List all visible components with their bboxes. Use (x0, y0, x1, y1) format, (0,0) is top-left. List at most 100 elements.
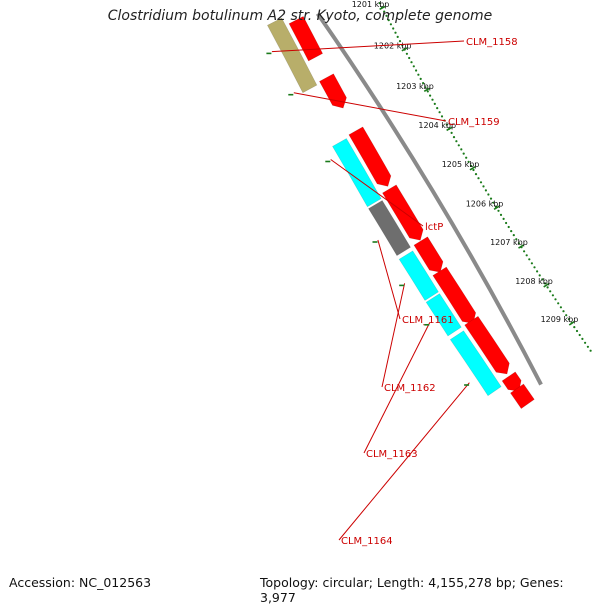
kbp-tick (469, 166, 476, 171)
topology-text: Topology: circular; Length: 4,155,278 bp… (260, 575, 564, 605)
gene-label-leader (363, 322, 431, 454)
ruler-dot (440, 115, 444, 118)
ruler-dot (567, 318, 571, 321)
ruler-dot (465, 156, 468, 159)
ruler-dot (492, 201, 495, 204)
ruler-dot (573, 326, 576, 329)
ruler-dot (433, 102, 436, 105)
ruler-dot (489, 197, 493, 200)
ruler-dot (457, 144, 460, 147)
ruler-dot (505, 221, 508, 225)
reverse-cds-cyan[interactable] (398, 250, 439, 301)
gene-label-clm-1159[interactable]: CLM_1159 (448, 117, 500, 128)
ruler-dot (470, 164, 473, 167)
ruler-dot (477, 177, 480, 180)
ruler-dot (460, 148, 463, 151)
ruler-dot (392, 27, 395, 30)
ruler-dot (424, 86, 427, 89)
forward-cds[interactable] (432, 266, 477, 324)
ruler-dot (431, 98, 434, 101)
kbp-tick (518, 244, 524, 249)
reverse-cds-cyan[interactable] (332, 138, 382, 208)
genome-backbone (315, 12, 543, 386)
kbp-label: 1206 kbp (466, 200, 504, 209)
ruler-dot (581, 337, 584, 340)
gene-label-clm-1162[interactable]: CLM_1162 (384, 383, 436, 394)
ruler-dot (565, 314, 568, 317)
ruler-dot (419, 77, 422, 80)
ruler: 1201 kbp 1202 kbp 1203 kbp 1204 kbp 1205 kbp… (352, 0, 592, 352)
gene-label-leader (377, 239, 401, 320)
gene-label-layer: CLM_1158 CLM_1159 lctP CLM_1161 CLM_1162 CLM_… (266, 37, 518, 547)
ruler-dot (549, 290, 552, 293)
gene-label-clm-1163[interactable]: CLM_1163 (366, 449, 418, 460)
forward-cds[interactable] (348, 126, 392, 187)
ruler-dot (398, 40, 402, 43)
ruler-dot (507, 225, 510, 229)
ruler-dot (541, 278, 544, 281)
kbp-label: 1209 kbp (541, 315, 579, 324)
ruler-dot (554, 298, 557, 301)
ruler-dot (394, 31, 397, 34)
kbp-tick (446, 126, 453, 132)
gene-label-lctp[interactable]: lctP (425, 222, 443, 233)
ruler-dot (512, 234, 515, 237)
ruler-dot (410, 61, 413, 64)
ruler-dot (385, 14, 388, 17)
reverse-cds-cyan[interactable] (425, 293, 462, 337)
gene-label-leader (330, 159, 424, 227)
ruler-dot (396, 35, 399, 39)
ruler-dot (438, 111, 441, 114)
ruler-dot (551, 294, 555, 297)
kbp-tick (379, 5, 386, 11)
ruler-dot (530, 262, 534, 265)
kbp-tick (423, 87, 430, 92)
ruler-dot (559, 306, 563, 309)
ruler-dot (417, 73, 420, 76)
kbp-label: 1204 kbp (418, 121, 456, 130)
ruler-dot (462, 152, 465, 155)
reverse-cds-cyan[interactable] (449, 330, 502, 397)
kbp-tick (543, 282, 550, 288)
ruler-dot (578, 333, 581, 337)
forward-cds[interactable] (382, 184, 424, 241)
gene-label-clm-1161[interactable]: CLM_1161 (402, 315, 454, 326)
gene-label-clm-1164[interactable]: CLM_1164 (341, 536, 393, 547)
ruler-dot (515, 238, 518, 241)
ruler-dot (575, 329, 579, 333)
ruler-dot (408, 56, 411, 60)
ruler-dot (517, 242, 521, 245)
forward-cds[interactable] (319, 73, 347, 109)
gene-label-leader (293, 92, 447, 122)
forward-cds[interactable] (288, 15, 324, 62)
gene-label-leader (381, 283, 406, 388)
ruler-dot (502, 217, 505, 220)
ruler-dot (528, 258, 531, 261)
map-title: Clostridium botulinum A2 str. Kyoto, com… (107, 8, 493, 24)
forward-cds[interactable] (413, 236, 444, 273)
ruler-dot (584, 341, 587, 344)
ruler-dot (383, 10, 386, 13)
kbp-label: 1203 kbp (396, 82, 434, 91)
ruler-dot (429, 94, 432, 97)
ruler-dot (557, 302, 560, 305)
reverse-cds-gray[interactable] (368, 200, 411, 257)
ruler-dot (389, 23, 392, 26)
gene-label-clm-1158[interactable]: CLM_1158 (466, 37, 518, 48)
gene-label-leader (271, 40, 465, 53)
ruler-dot (487, 193, 490, 196)
ruler-dot (482, 185, 485, 188)
ruler-dot (445, 123, 448, 126)
forward-cds[interactable] (501, 371, 522, 392)
ruler-dot (452, 136, 456, 139)
forward-cds[interactable] (509, 383, 535, 409)
kbp-label: 1201 kbp (352, 0, 390, 9)
reverse-cds-olive[interactable] (266, 17, 318, 94)
ruler-dot (405, 52, 408, 55)
ruler-dot (543, 282, 547, 285)
forward-cds[interactable] (464, 315, 510, 375)
ruler-dot (387, 19, 390, 22)
ruler-dot (586, 345, 590, 348)
kbp-tick (568, 320, 575, 326)
